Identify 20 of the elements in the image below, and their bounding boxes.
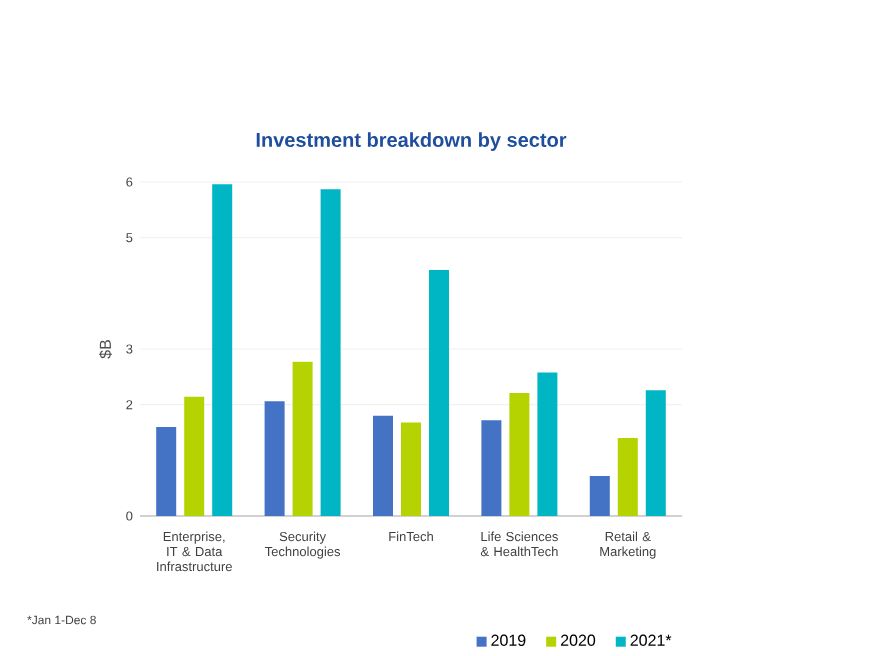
legend-label: 2020	[560, 634, 596, 646]
bar	[429, 269, 449, 516]
bar	[264, 400, 285, 516]
bar	[184, 396, 205, 516]
legend-label: 2019	[491, 634, 526, 646]
bar	[589, 475, 610, 516]
y-axis-title: $B	[99, 339, 112, 359]
bar	[212, 183, 233, 516]
bar	[373, 415, 393, 516]
bar	[509, 392, 530, 516]
legend-label: 2021*	[630, 634, 672, 646]
bar	[401, 422, 421, 516]
bar	[617, 437, 638, 516]
chart-title: Investment breakdown by sector	[256, 131, 567, 151]
bar	[156, 426, 177, 516]
bar	[537, 372, 558, 516]
bar	[481, 419, 502, 516]
bar	[320, 188, 341, 516]
bar	[292, 361, 313, 516]
bar	[645, 389, 666, 516]
